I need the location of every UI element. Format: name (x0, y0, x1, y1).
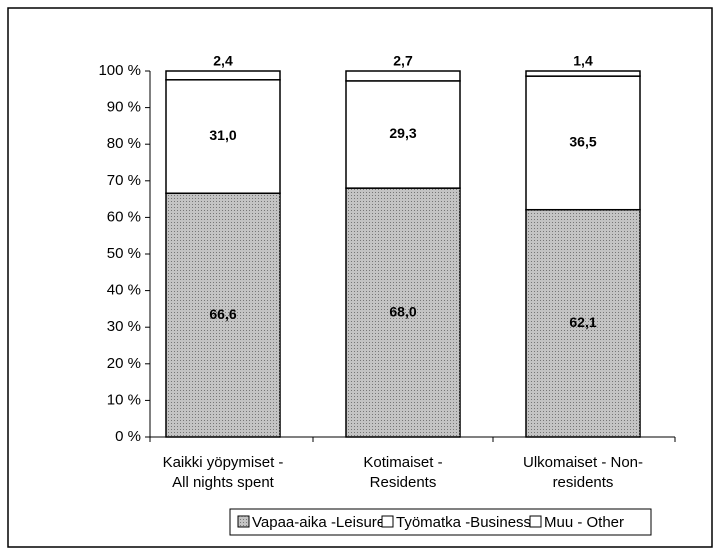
value-label: 62,1 (569, 314, 596, 330)
x-tick-label: Residents (370, 474, 437, 491)
y-tick-label: 40 % (107, 282, 141, 299)
y-tick-label: 50 % (107, 245, 141, 262)
y-tick-label: 80 % (107, 135, 141, 152)
bar-segment (345, 80, 461, 189)
y-tick-label: 60 % (107, 208, 141, 225)
x-tick-label: Kotimaiset - (363, 454, 442, 471)
stipple (238, 516, 249, 527)
legend-label: Vapaa-aika -Leisure (252, 514, 385, 531)
x-tick-label: Ulkomaiset - Non- (523, 454, 643, 471)
value-label: 68,0 (389, 303, 416, 319)
bar-segment (165, 70, 281, 81)
value-label: 36,5 (569, 134, 596, 150)
y-tick-label: 10 % (107, 391, 141, 408)
x-tick-label: Kaikki yöpymiset - (163, 454, 284, 471)
legend-swatch (529, 515, 542, 528)
y-tick-label: 70 % (107, 172, 141, 189)
y-tick-label: 0 % (115, 428, 141, 445)
bar-segment (525, 70, 641, 77)
y-tick-label: 30 % (107, 318, 141, 335)
legend-label: Työmatka -Business (396, 514, 531, 531)
y-tick-label: 100 % (98, 62, 141, 79)
x-tick-label: residents (553, 474, 614, 491)
value-label: 2,4 (213, 53, 233, 69)
y-tick-label: 20 % (107, 355, 141, 372)
legend-box (229, 508, 652, 536)
value-label: 1,4 (573, 53, 593, 69)
legend-swatch (381, 515, 394, 528)
x-tick-label: All nights spent (172, 474, 275, 491)
bar-segment (525, 75, 641, 211)
value-label: 2,7 (393, 53, 413, 69)
value-label: 29,3 (389, 125, 416, 141)
legend-label: Muu - Other (544, 514, 624, 531)
y-tick-label: 90 % (107, 99, 141, 116)
value-label: 66,6 (209, 306, 236, 322)
value-label: 31,0 (209, 127, 236, 143)
bar-segment (165, 79, 281, 194)
bar-segment (345, 70, 461, 82)
